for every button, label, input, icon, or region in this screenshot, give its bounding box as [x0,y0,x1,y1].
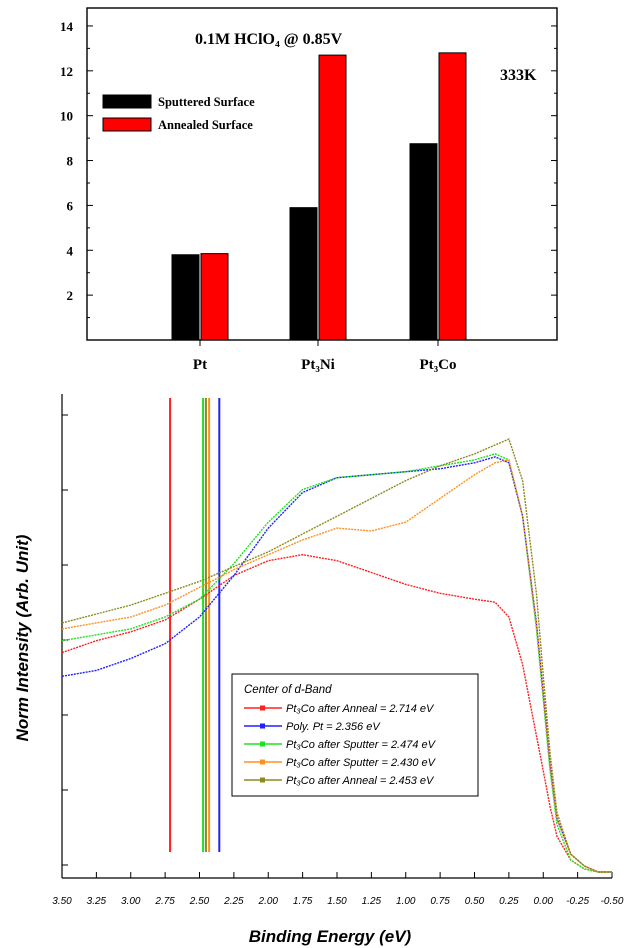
line-chart-legend: Center of d-Band Pt₃Co after Anneal = 2.… [231,673,479,797]
legend-label: Sputtered Surface [158,95,255,109]
bar-sputtered-surface-3 [409,143,438,341]
bar-y-tick-label: 2 [67,288,74,303]
bar-chart: 2 4 6 8 10 12 14 Pt Pt₃Ni Pt₃Co 0.1M HClO₄ @ 0.8… [60,7,558,373]
line-x-tick-label: 2.75 [154,896,175,907]
line-x-tick-label: 0.50 [465,896,485,907]
line-chart-series [61,438,612,873]
line-x-tick-label: 3.00 [121,896,141,907]
line-chart: 3.50 3.25 3.00 2.75 2.50 2.25 2.00 1.75 1.50 1.25… [13,394,624,946]
legend-swatch-annealed-surface [102,117,152,132]
line-x-tick-label: 2.00 [258,896,279,907]
line-legend-title: Center of d-Band [244,684,332,696]
bar-y-tick-label: 12 [60,64,73,79]
bar-chart-x-axis: Pt Pt₃Ni Pt₃Co [193,357,457,373]
line-legend-marker-4 [260,759,265,765]
bar-annealed-surface-2 [318,54,347,341]
line-legend-box [231,673,479,797]
bar-y-tick-label: 8 [67,154,74,169]
legend-label: Annealed Surface [158,118,253,132]
line-x-tick-label: 1.25 [362,896,382,907]
line-legend-label: Pt₃Co after Anneal = 2.453 eV [286,775,435,787]
bar-sputtered-surface-2 [289,207,318,341]
d-band-center-markers [169,398,221,852]
line-x-tick-label: -0.50 [601,896,624,907]
bar-annealed-surface-1 [200,253,229,341]
line-legend-label: Pt₃Co after Sputter = 2.430 eV [286,757,437,769]
line-chart-ylabel: Norm Intensity (Arb. Unit) [13,534,32,741]
line-legend-label: Poly. Pt = 2.356 eV [286,721,381,733]
series-line-3 [61,453,612,873]
line-x-tick-label: 1.75 [293,896,313,907]
line-legend-marker-2 [260,723,265,729]
line-x-tick-label: 1.50 [327,896,347,907]
bar-chart-legend: Sputtered Surface Annealed Surface [102,94,255,132]
line-x-tick-label: 1.00 [396,896,416,907]
bar-chart-title: 0.1M HClO₄ @ 0.85V [195,31,343,48]
line-x-tick-label: 3.25 [87,896,107,907]
series-line-4 [61,459,612,873]
bar-x-label: Pt₃Ni [301,357,335,373]
line-x-tick-label: 0.25 [499,896,519,907]
line-legend-marker-3 [260,741,265,747]
bar-sputtered-surface-1 [171,254,200,341]
line-chart-y-axis [62,414,68,866]
line-legend-label: Pt₃Co after Anneal = 2.714 eV [286,703,435,715]
line-x-tick-label: 0.00 [534,896,554,907]
bar-y-tick-label: 14 [60,19,74,34]
line-legend-marker-5 [260,777,265,783]
legend-swatch-sputtered-surface [102,94,152,109]
line-chart-x-axis: 3.50 3.25 3.00 2.75 2.50 2.25 2.00 1.75 1.50 1.25… [52,872,624,907]
bar-y-tick-label: 4 [67,243,74,258]
line-x-tick-label: 0.75 [430,896,450,907]
line-chart-xlabel: Binding Energy (eV) [249,927,412,946]
bar-y-tick-label: 6 [67,198,74,213]
line-legend-marker-1 [260,705,265,711]
bar-y-tick-label: 10 [60,109,73,124]
series-line-5 [61,438,612,873]
bar-x-label: Pt₃Co [420,357,457,373]
bar-chart-y-axis: 2 4 6 8 10 12 14 [60,19,557,319]
line-x-tick-label: 2.25 [223,896,244,907]
line-x-tick-label: 2.50 [189,896,210,907]
bar-annealed-surface-3 [438,52,467,341]
bar-chart-annotation: 333K [500,67,537,84]
bar-x-label: Pt [193,357,207,373]
line-x-tick-label: 3.50 [52,896,72,907]
line-x-tick-label: -0.25 [566,896,589,907]
series-line-2 [61,456,612,873]
bar-chart-bars [171,52,467,346]
line-legend-label: Pt₃Co after Sputter = 2.474 eV [286,739,437,751]
